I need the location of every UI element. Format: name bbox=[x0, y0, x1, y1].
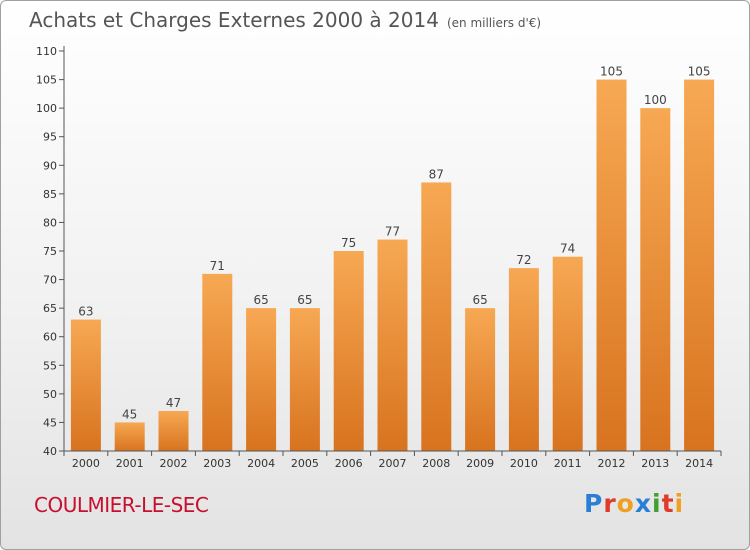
bars-group: 63 45 47 71 65 65 75 77 87 65 72 74 105 100 105 bbox=[70, 65, 715, 452]
bar-2006 bbox=[333, 251, 364, 451]
commune-name: COULMIER-LE-SEC bbox=[34, 493, 209, 517]
y-tick-label: 80 bbox=[43, 216, 57, 229]
y-tick-label: 65 bbox=[43, 302, 57, 315]
value-label-2000: 63 bbox=[78, 305, 93, 319]
x-tick-label-2004: 2004 bbox=[247, 457, 275, 470]
bar-2008 bbox=[421, 182, 452, 451]
bar-2005 bbox=[289, 308, 320, 451]
value-label-2001: 45 bbox=[122, 407, 137, 421]
value-label-2011: 74 bbox=[560, 242, 575, 256]
chart-title: Achats et Charges Externes 2000 à 2014 (e… bbox=[29, 8, 541, 32]
value-label-2008: 87 bbox=[429, 167, 444, 181]
bar-2003 bbox=[202, 273, 233, 451]
y-axis: 40 45 50 55 60 65 70 75 80 85 90 95 100 105 110 bbox=[36, 45, 65, 458]
bar-2012 bbox=[596, 79, 627, 452]
value-label-2002: 47 bbox=[166, 396, 181, 410]
logo-letter: P bbox=[584, 489, 604, 518]
y-tick-label: 95 bbox=[43, 131, 57, 144]
proxiti-logo: Proxiti bbox=[584, 489, 684, 518]
value-label-2007: 77 bbox=[385, 225, 400, 239]
y-tick-label: 55 bbox=[43, 359, 57, 372]
bar-2010 bbox=[508, 268, 539, 451]
chart-title-text: Achats et Charges Externes 2000 à 2014 bbox=[29, 8, 439, 32]
y-tick-label: 90 bbox=[43, 159, 57, 172]
value-label-2012: 105 bbox=[600, 65, 623, 79]
y-tick-label: 60 bbox=[43, 331, 57, 344]
y-tick-label: 100 bbox=[36, 102, 57, 115]
x-tick-label-2009: 2009 bbox=[466, 457, 494, 470]
logo-letter: i bbox=[674, 489, 685, 518]
value-label-2013: 100 bbox=[644, 93, 667, 107]
x-axis: 2000 2001 2002 2003 2004 2005 2006 2007 2008 2009… bbox=[63, 450, 722, 470]
x-tick-label-2014: 2014 bbox=[685, 457, 713, 470]
x-tick-label-2000: 2000 bbox=[72, 457, 100, 470]
chart-unit: (en milliers d'€) bbox=[446, 16, 542, 30]
logo-letter: t bbox=[661, 489, 675, 518]
y-tick-label: 40 bbox=[43, 445, 57, 458]
y-tick-label: 70 bbox=[43, 274, 57, 287]
bar-2001 bbox=[114, 422, 145, 451]
x-tick-label-2007: 2007 bbox=[379, 457, 407, 470]
bar-2000 bbox=[70, 319, 101, 451]
value-label-2010: 72 bbox=[516, 253, 531, 267]
y-tick-label: 85 bbox=[43, 188, 57, 201]
logo-letter: r bbox=[603, 489, 617, 518]
value-label-2006: 75 bbox=[341, 236, 356, 250]
x-tick-label-2005: 2005 bbox=[291, 457, 319, 470]
y-tick-label: 75 bbox=[43, 245, 57, 258]
bar-2014 bbox=[684, 79, 715, 452]
y-tick-label: 105 bbox=[36, 74, 57, 87]
y-tick-label: 50 bbox=[43, 388, 57, 401]
logo-letter: i bbox=[652, 489, 662, 518]
x-tick-label-2006: 2006 bbox=[335, 457, 363, 470]
bar-2009 bbox=[465, 308, 496, 451]
y-tick-label: 45 bbox=[43, 416, 57, 429]
bar-2007 bbox=[377, 239, 408, 451]
x-tick-label-2001: 2001 bbox=[116, 457, 144, 470]
value-label-2004: 65 bbox=[253, 293, 268, 307]
x-tick-label-2008: 2008 bbox=[422, 457, 450, 470]
value-label-2014: 105 bbox=[688, 65, 711, 79]
x-tick-label-2012: 2012 bbox=[598, 457, 626, 470]
logo-letter: o bbox=[616, 489, 635, 518]
value-label-2003: 71 bbox=[210, 259, 225, 273]
bar-2002 bbox=[158, 411, 189, 451]
y-tick-label: 110 bbox=[36, 45, 57, 58]
value-label-2005: 65 bbox=[297, 293, 312, 307]
x-tick-label-2011: 2011 bbox=[554, 457, 582, 470]
bar-2011 bbox=[552, 256, 583, 451]
value-label-2009: 65 bbox=[472, 293, 487, 307]
x-tick-label-2003: 2003 bbox=[203, 457, 231, 470]
bar-2004 bbox=[246, 308, 277, 451]
x-tick-label-2002: 2002 bbox=[160, 457, 188, 470]
bar-2013 bbox=[640, 108, 671, 452]
logo-letter: x bbox=[634, 489, 652, 518]
x-tick-label-2010: 2010 bbox=[510, 457, 538, 470]
x-tick-label-2013: 2013 bbox=[641, 457, 669, 470]
